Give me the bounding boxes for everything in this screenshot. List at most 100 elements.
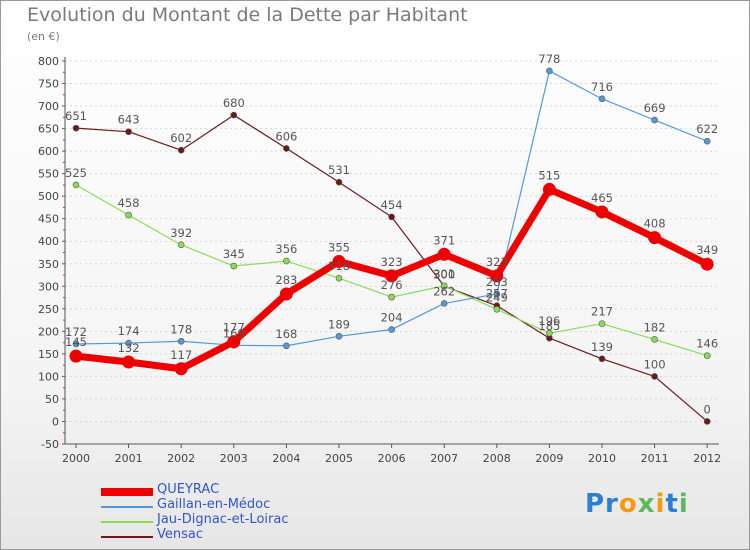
data-point (227, 335, 241, 349)
series-lines (69, 67, 714, 425)
data-label: 0 (704, 402, 711, 416)
x-tick-label: 2007 (430, 452, 458, 465)
x-tick-label: 2006 (378, 452, 406, 465)
data-label: 716 (591, 80, 613, 94)
data-label: 349 (696, 243, 718, 257)
data-point (490, 269, 504, 283)
legend-item: Gaillan-en-Médoc (101, 497, 361, 514)
data-label: 345 (223, 247, 245, 261)
data-label: 283 (275, 273, 297, 287)
data-point (335, 178, 343, 186)
proxiti-logo: Proxiti (585, 489, 689, 519)
legend-label: Gaillan-en-Médoc (157, 497, 271, 512)
y-tick-label: 700 (38, 100, 59, 113)
legend-swatch (101, 488, 153, 496)
y-tick-label: 600 (38, 145, 59, 158)
data-label: 204 (381, 311, 403, 325)
x-tick-label: 2001 (115, 452, 143, 465)
legend-label: Jau-Dignac-et-Loirac (157, 512, 289, 527)
data-label: 132 (118, 341, 140, 355)
data-label: 189 (328, 317, 350, 331)
data-point (598, 355, 606, 363)
data-point (388, 326, 395, 333)
data-point (440, 300, 448, 307)
data-point (703, 137, 711, 145)
data-point (651, 373, 658, 380)
data-point (493, 305, 501, 313)
data-label: 100 (644, 357, 666, 371)
data-point (283, 257, 290, 265)
data-point (335, 333, 343, 340)
x-tick-label: 2012 (693, 452, 721, 465)
y-tick-label: 150 (38, 348, 59, 361)
data-label: 515 (538, 168, 560, 182)
data-label: 355 (328, 241, 350, 255)
data-point (125, 339, 132, 347)
data-point (493, 290, 501, 298)
data-label: 249 (486, 290, 508, 304)
y-tick-label: 750 (38, 78, 59, 91)
data-point (72, 340, 80, 348)
legend: QUEYRAC Gaillan-en-Médoc Jau-Dignac-et-Loi… (101, 482, 361, 544)
legend-item: QUEYRAC (101, 482, 361, 499)
legend-label: Vensac (157, 527, 204, 542)
data-point (651, 116, 658, 124)
y-tick-label: 300 (38, 280, 59, 293)
data-point (546, 67, 553, 75)
y-tick-label: 550 (38, 168, 59, 181)
legend-label: QUEYRAC (157, 482, 220, 497)
data-point (651, 336, 658, 343)
data-point (388, 293, 395, 301)
legend-swatch (101, 506, 153, 508)
y-tick-label: -50 (41, 438, 59, 451)
x-tick-label: 2010 (588, 452, 616, 465)
data-label: 174 (118, 324, 140, 338)
data-label: 680 (223, 96, 245, 110)
data-label: 301 (433, 267, 455, 281)
data-point (125, 211, 132, 219)
data-point (703, 418, 711, 425)
data-label: 458 (118, 196, 140, 210)
data-point (703, 352, 711, 359)
grid (65, 60, 719, 445)
y-tick-label: 50 (45, 393, 59, 406)
data-point (546, 329, 553, 337)
x-ticks: 2000 2001 2002 2003 2004 2005 2006 2007 2008 2009… (62, 452, 721, 465)
legend-swatch (101, 521, 153, 523)
data-label: 622 (696, 122, 718, 136)
legend-swatch (101, 536, 153, 538)
data-point (125, 128, 132, 136)
data-label: 651 (65, 109, 87, 123)
data-point (283, 145, 290, 152)
data-label: 172 (65, 325, 87, 339)
y-tick-label: 100 (38, 370, 59, 383)
data-point (595, 205, 609, 219)
x-tick-label: 2002 (167, 452, 195, 465)
data-label: 643 (118, 113, 140, 127)
data-point (230, 262, 238, 270)
legend-item: Jau-Dignac-et-Loirac (101, 512, 361, 529)
data-label: 669 (644, 101, 666, 115)
data-point (177, 146, 185, 154)
chart-subtitle: (en €) (27, 30, 60, 43)
axes (62, 57, 719, 448)
y-tick-label: 450 (38, 213, 59, 226)
y-tick-label: 200 (38, 325, 59, 338)
data-label: 185 (538, 319, 560, 333)
data-label: 602 (170, 131, 192, 145)
data-point (598, 320, 606, 327)
data-label: 262 (433, 284, 455, 298)
data-label: 300 (433, 267, 455, 281)
data-point (440, 282, 448, 290)
data-label: 146 (696, 337, 718, 351)
data-point (283, 342, 290, 350)
x-tick-label: 2011 (641, 452, 669, 465)
data-point (72, 181, 80, 189)
data-point (72, 124, 80, 132)
data-label: 178 (170, 322, 192, 336)
y-ticks: -50 0 50 100 150 200 250 300 350 400 450 500 550 600 6… (38, 55, 59, 451)
data-point (648, 231, 662, 245)
data-point (598, 95, 606, 103)
data-label: 177 (223, 321, 245, 335)
